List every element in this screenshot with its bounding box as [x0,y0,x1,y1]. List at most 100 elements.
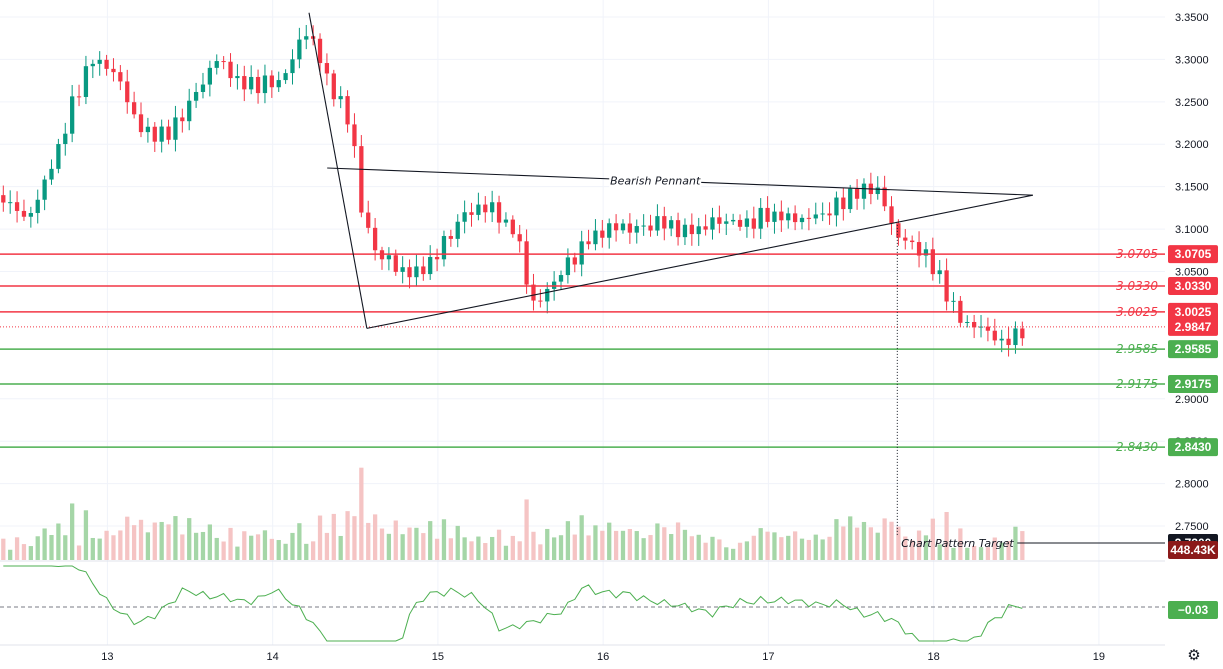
volume-bar [276,540,281,560]
candle-body [8,202,13,204]
volume-bar [786,535,791,560]
candle-body [965,321,970,323]
level-tag-text: 3.0025 [1175,305,1212,319]
candle-body [772,211,777,222]
candle-body [937,270,942,275]
volume-bar [118,530,123,560]
volume-tag [1168,541,1218,559]
candle-body [138,114,144,133]
volume-bar [682,529,688,560]
candle-body [386,255,392,260]
volume-bar [834,519,839,560]
y-tick-label: 2.8000 [1175,479,1209,491]
volume-bar [242,531,247,560]
volume-bar [56,523,61,560]
candle-body [324,63,330,74]
candle-body [441,236,447,260]
volume-bar [717,539,722,560]
candle-body [765,207,770,222]
level-tag-text: 2.8430 [1175,440,1212,454]
volume-bar [428,521,433,560]
volume-bar [992,537,997,560]
volume-bar [483,543,488,560]
candle-body [737,219,743,227]
candle-body [228,61,233,79]
candle-body [193,91,199,101]
volume-bar [173,516,178,560]
volume-bar [221,541,226,560]
candle-body [648,225,653,231]
candle-body [483,204,488,213]
level-label: 2.8430 [1116,440,1158,454]
volume-bar [744,541,750,560]
volume-bar [297,523,302,560]
volume-bar [407,527,412,560]
candle-body [372,227,378,251]
candle-body [462,212,467,222]
volume-bar [214,537,219,560]
volume-bar [235,546,240,560]
volume-bar [49,534,54,560]
y-tick-label: 2.7500 [1175,521,1209,533]
volume-bar [600,530,605,560]
volume-bar [524,499,529,560]
candle-body [724,221,729,224]
oscillator-line [3,565,1023,642]
candle-body [131,102,137,115]
candle-body [104,59,109,69]
candle-body [696,226,701,235]
y-tick-label: 3.2500 [1175,97,1209,109]
volume-bar [8,549,13,560]
level-lines: 3.0705 3.0330 3.0025 2.9585 2.9175 2.8430 [0,247,1165,454]
y-tick-label: 3.1000 [1175,224,1209,236]
volume-bar [448,538,453,560]
candle-body [187,100,192,122]
candle-body [545,288,550,302]
candle-body [613,223,619,231]
volume-bar [83,510,89,560]
candle-body [600,230,605,238]
candle-body [510,219,515,235]
volume-bar [1006,541,1011,560]
candle-body [63,133,68,145]
volume-bar [620,530,626,560]
candle-body [366,212,371,228]
volume-bar [476,536,481,560]
volume-bar [972,545,977,560]
volume-bar [338,535,343,560]
volume-bar [104,530,109,560]
candle-body [152,126,157,142]
candle-body [854,188,860,199]
candle-body [276,80,281,88]
candle-body [593,230,598,245]
volume-bar [379,528,385,560]
candle-body [655,216,660,231]
volume-bar [400,534,405,560]
volume-bar [779,537,784,560]
y-tick-label: 3.2000 [1175,139,1209,151]
candle-body [607,223,612,238]
candle-body [731,219,736,222]
volume-bar [675,522,681,560]
candle-body [572,257,577,265]
candle-body [889,206,894,224]
volume-bar [861,521,867,560]
volume-bar [111,535,116,560]
level-tag [1168,276,1218,295]
candle-body [634,226,639,233]
level-label: 2.9175 [1116,377,1158,391]
candle-body [455,221,460,239]
candle-body [916,242,922,256]
volume-bar [937,544,942,560]
volume-bar [613,530,619,560]
candle-body [910,240,915,243]
candle-body [434,256,440,260]
gear-icon[interactable]: ⚙ [1187,647,1201,664]
candle-body [972,321,977,328]
volume-bar [703,542,708,560]
volume-bar [965,547,970,560]
volume-bar [958,528,963,560]
volume-bar [765,531,770,560]
candle-body [118,72,123,82]
